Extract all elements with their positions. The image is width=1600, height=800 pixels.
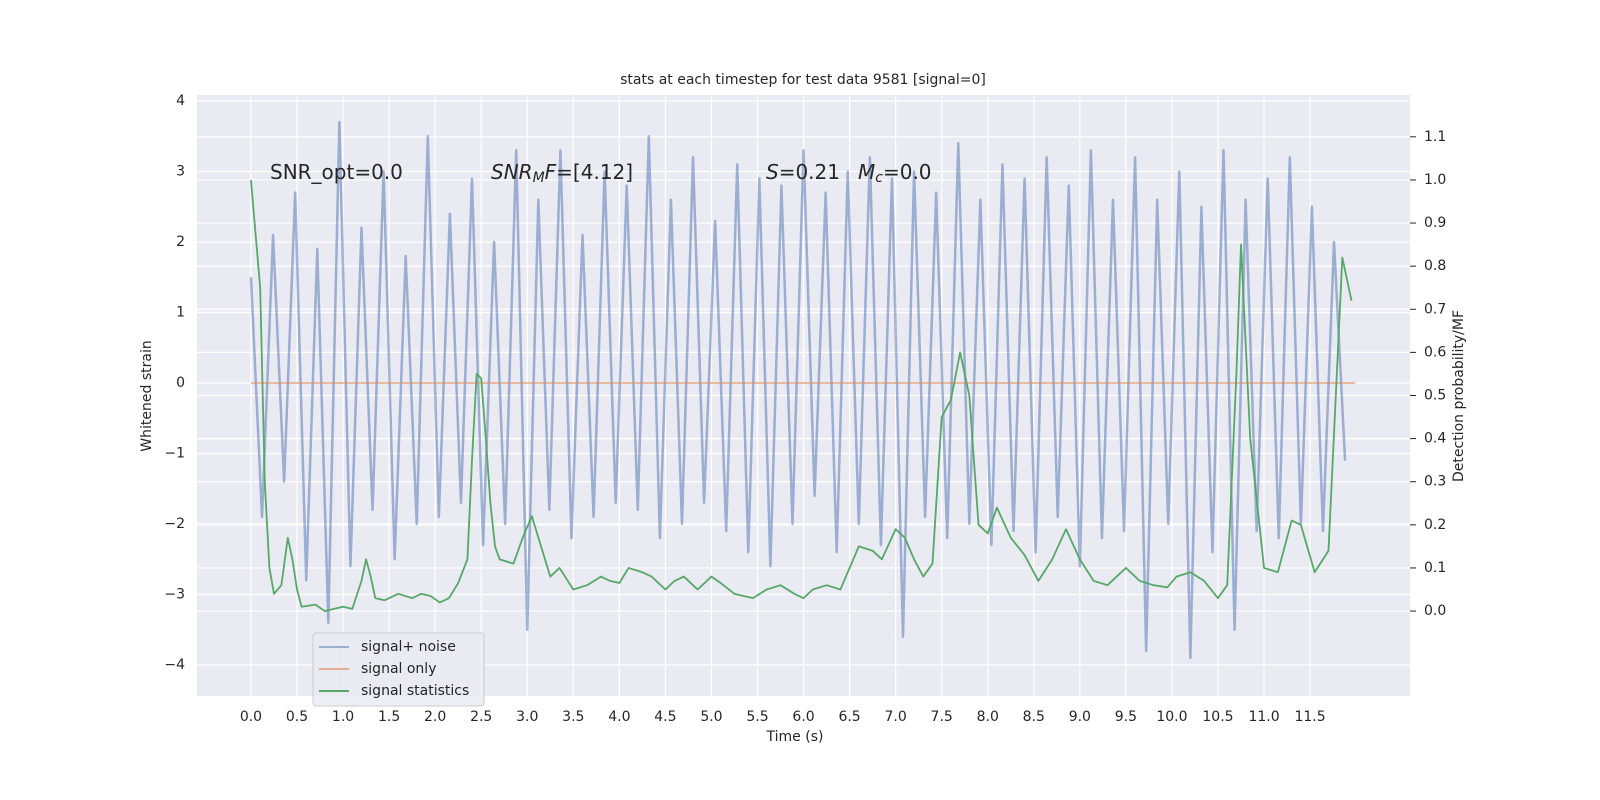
chart-title: stats at each timestep for test data 958… bbox=[620, 72, 986, 88]
y2-axis-label: Detection probability/MF bbox=[1451, 310, 1467, 482]
y2-tick-label: 0.8 bbox=[1424, 258, 1446, 274]
annotation: Mc=0.0 bbox=[858, 160, 932, 187]
y2-tick-label: 0.2 bbox=[1424, 517, 1446, 533]
x-tick-label: 7.0 bbox=[885, 709, 907, 725]
y-tick-label: −4 bbox=[164, 657, 185, 673]
annotation-part: M bbox=[858, 160, 875, 184]
series-line bbox=[249, 120, 1347, 660]
annotation: SNR_opt=0.0 bbox=[270, 160, 403, 184]
x-tick-label: 4.0 bbox=[608, 709, 630, 725]
x-tick-label: 9.0 bbox=[1069, 709, 1091, 725]
x-tick-label: 5.5 bbox=[746, 709, 768, 725]
y2-tick-label: 0.1 bbox=[1424, 560, 1446, 576]
y2-tick-label: 0.5 bbox=[1424, 388, 1446, 404]
x-tick-label: 7.5 bbox=[931, 709, 953, 725]
legend-label: signal+ noise bbox=[361, 639, 456, 655]
x-tick-label: 2.5 bbox=[470, 709, 492, 725]
annotation: S=0.21 bbox=[766, 160, 840, 184]
x-tick-label: 2.0 bbox=[424, 709, 446, 725]
x-tick-label: 9.5 bbox=[1115, 709, 1137, 725]
y-tick-label: 3 bbox=[176, 163, 185, 179]
y-tick-label: 0 bbox=[176, 375, 185, 391]
x-tick-label: 0.0 bbox=[240, 709, 262, 725]
annotation-part: =0.21 bbox=[779, 160, 840, 184]
annotation-part: =[4.12] bbox=[556, 160, 633, 184]
annotation-part: F bbox=[545, 160, 557, 184]
y2-tick-label: 0.7 bbox=[1424, 301, 1446, 317]
y-tick-label: −3 bbox=[164, 586, 185, 602]
x-axis-label: Time (s) bbox=[766, 729, 824, 745]
y2-tick-label: 0.3 bbox=[1424, 474, 1446, 490]
y-axis-label: Whitened strain bbox=[139, 340, 155, 451]
x-tick-label: 4.5 bbox=[654, 709, 676, 725]
x-tick-label: 11.0 bbox=[1248, 709, 1279, 725]
x-tick-label: 8.0 bbox=[977, 709, 999, 725]
x-tick-label: 0.5 bbox=[286, 709, 308, 725]
x-tick-label: 11.5 bbox=[1294, 709, 1325, 725]
series-line bbox=[250, 179, 1353, 612]
x-tick-label: 1.5 bbox=[378, 709, 400, 725]
annotation-part: =0.0 bbox=[883, 160, 932, 184]
x-tick-label: 5.0 bbox=[700, 709, 722, 725]
y2-tick-label: 0.6 bbox=[1424, 344, 1446, 360]
x-tick-label: 1.0 bbox=[332, 709, 354, 725]
annotation-part: c bbox=[875, 170, 883, 186]
annotation-part: M bbox=[533, 170, 545, 186]
y2-tick-label: 1.0 bbox=[1424, 172, 1446, 188]
legend-box bbox=[312, 632, 485, 707]
x-tick-label: 3.5 bbox=[562, 709, 584, 725]
annotation-part: S bbox=[766, 160, 779, 184]
y2-tick-label: 1.1 bbox=[1424, 129, 1446, 145]
x-tick-label: 10.0 bbox=[1156, 709, 1187, 725]
annotation: SNRMF=[4.12] bbox=[491, 160, 633, 187]
x-tick-label: 8.5 bbox=[1023, 709, 1045, 725]
y-tick-label: −1 bbox=[164, 445, 185, 461]
x-tick-label: 6.0 bbox=[792, 709, 814, 725]
y2-tick-label: 0.4 bbox=[1424, 431, 1446, 447]
x-tick-label: 10.5 bbox=[1202, 709, 1233, 725]
legend-label: signal statistics bbox=[361, 683, 469, 699]
annotation-part: SNR_opt=0.0 bbox=[270, 160, 403, 184]
y-tick-label: 1 bbox=[176, 304, 185, 320]
annotation-part: SNR bbox=[491, 160, 533, 184]
y2-tick-label: 0.0 bbox=[1424, 603, 1446, 619]
x-tick-label: 3.0 bbox=[516, 709, 538, 725]
y2-tick-label: 0.9 bbox=[1424, 215, 1446, 231]
y-tick-label: −2 bbox=[164, 516, 185, 532]
y-tick-label: 4 bbox=[176, 93, 185, 109]
x-tick-label: 6.5 bbox=[838, 709, 860, 725]
y-tick-label: 2 bbox=[176, 234, 185, 250]
legend-label: signal only bbox=[361, 661, 436, 677]
